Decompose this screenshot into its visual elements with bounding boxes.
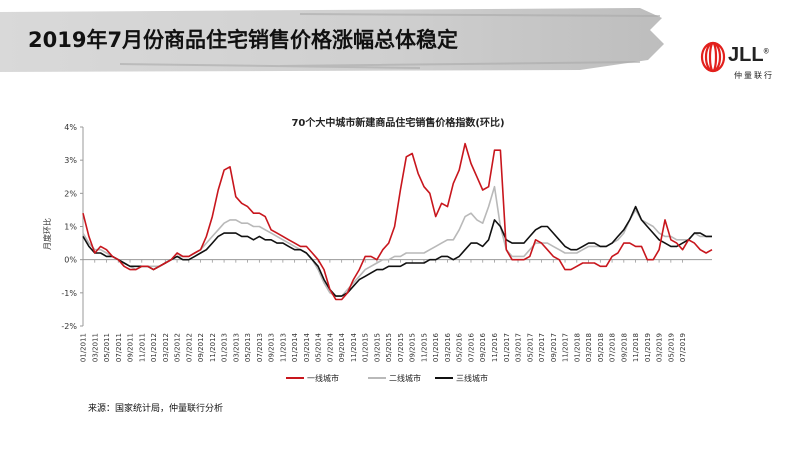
x-tick-label: 07/2016 (467, 332, 475, 362)
x-tick-label: 11/2017 (562, 333, 570, 362)
source-note: 来源：国家统计局，仲量联行分析 (88, 404, 224, 414)
x-tick-label: 09/2016 (479, 332, 487, 362)
x-tick-label: 03/2018 (585, 333, 593, 362)
x-tick-label: 05/2013 (244, 333, 252, 362)
axes (80, 126, 712, 327)
x-tick-label: 11/2015 (420, 333, 428, 362)
x-tick-label: 01/2012 (150, 333, 158, 362)
y-tick-label: 1% (64, 223, 77, 232)
x-tick-label: 09/2015 (409, 333, 417, 362)
x-tick-label: 01/2018 (573, 333, 581, 362)
x-tick-label: 07/2018 (609, 333, 617, 362)
x-tick-label: 03/2011 (91, 333, 99, 362)
x-tick-label: 07/2012 (185, 333, 193, 362)
series-line-3 (82, 205, 712, 297)
x-tick-label: 01/2014 (291, 332, 299, 362)
legend-label: 一线城市 (307, 373, 339, 383)
brand-name: JLL® (728, 44, 769, 66)
x-tick-label: 09/2013 (268, 333, 276, 362)
x-tick-label: 03/2016 (444, 332, 452, 362)
x-tick-label: 11/2014 (350, 332, 358, 362)
x-tick-label: 01/2015 (362, 333, 370, 362)
legend: 一线城市 二线城市 三线城市 (286, 373, 488, 383)
x-tick-label: 01/2019 (644, 333, 652, 362)
x-tick-label: 11/2018 (632, 333, 640, 362)
x-tick-label: 03/2013 (232, 333, 240, 362)
x-tick-label: 09/2012 (197, 333, 205, 362)
series-line-2 (82, 185, 712, 297)
x-tick-label: 05/2018 (597, 333, 605, 362)
x-tick-label: 03/2014 (303, 332, 311, 362)
x-tick-label: 07/2019 (679, 333, 687, 362)
x-tick-label: 07/2017 (538, 333, 546, 362)
x-tick-label: 01/2017 (503, 333, 511, 362)
x-tick-label: 01/2013 (221, 333, 229, 362)
x-tick-label: 05/2014 (315, 332, 323, 362)
x-tick-label: 09/2014 (338, 332, 346, 362)
series-lines (82, 142, 713, 301)
series-line-1 (82, 142, 713, 301)
y-tick-label: 0% (64, 256, 77, 265)
x-tick-label: 03/2015 (373, 333, 381, 362)
y-axis-label: 月度环比 (42, 218, 52, 250)
chart-title: 70个大中城市新建商品住宅销售价格指数(环比) (291, 116, 504, 129)
x-tick-label: 01/2011 (80, 333, 88, 362)
x-tick-label: 03/2012 (162, 333, 170, 362)
legend-label: 三线城市 (456, 373, 488, 383)
y-tick-label: 4% (64, 123, 77, 132)
x-tick-label: 11/2011 (138, 333, 146, 362)
x-tick-label: 05/2015 (385, 333, 393, 362)
x-tick-label: 09/2017 (550, 333, 558, 362)
x-tick-label: 07/2011 (115, 333, 123, 362)
brand-subtitle: 仲量联行 (734, 71, 774, 80)
y-tick-label: -2% (61, 322, 77, 331)
y-tick-label: 2% (64, 189, 77, 198)
x-tick-label: 11/2013 (279, 333, 287, 362)
slide-title: 2019年7月份商品住宅销售价格涨幅总体稳定 (28, 28, 459, 52)
x-tick-label: 05/2012 (174, 333, 182, 362)
title-banner (0, 8, 664, 72)
tick-labels: -2% -1% 0% 1% 2% 3% 4% 01/2011 03/2011 05/2011 07/… (61, 123, 687, 362)
legend-label: 二线城市 (389, 373, 421, 383)
x-tick-label: 05/2019 (667, 333, 675, 362)
y-tick-label: 3% (64, 156, 77, 165)
x-tick-label: 05/2016 (456, 332, 464, 362)
x-tick-label: 07/2013 (256, 333, 264, 362)
x-tick-label: 11/2012 (209, 333, 217, 362)
y-tick-label: -1% (61, 289, 77, 298)
x-tick-label: 07/2015 (397, 333, 405, 362)
x-tick-label: 01/2016 (432, 332, 440, 362)
x-tick-label: 05/2011 (103, 333, 111, 362)
x-tick-label: 05/2017 (526, 333, 534, 362)
x-tick-label: 09/2011 (127, 333, 135, 362)
x-tick-label: 03/2017 (515, 333, 523, 362)
x-tick-label: 03/2019 (656, 333, 664, 362)
x-tick-label: 09/2018 (620, 333, 628, 362)
jll-logo-icon (700, 41, 726, 73)
x-tick-label: 07/2014 (326, 332, 334, 362)
x-tick-label: 11/2016 (491, 332, 499, 362)
